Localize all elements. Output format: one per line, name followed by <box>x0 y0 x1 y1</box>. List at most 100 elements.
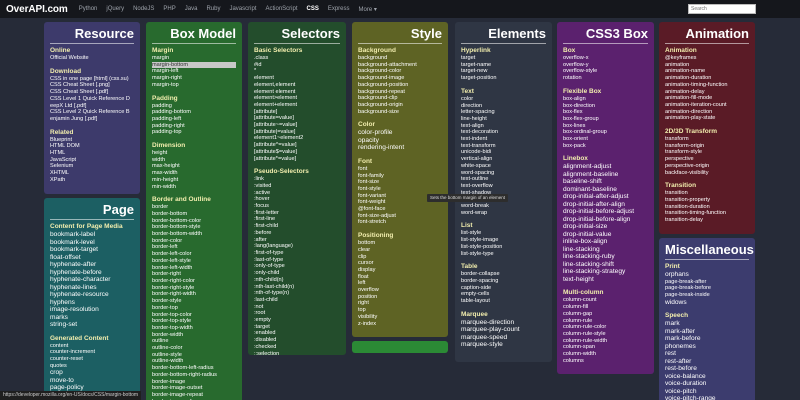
property-link[interactable]: @font-face <box>358 206 386 213</box>
property-link[interactable]: drop-initial-after-align <box>563 200 625 208</box>
property-link[interactable]: marquee-speed <box>461 333 508 341</box>
property-link[interactable]: margin-top <box>152 81 179 88</box>
property-link[interactable]: enjamin Jung [.pdf] <box>50 115 98 122</box>
property-link[interactable]: phonemes <box>665 342 696 350</box>
property-link[interactable]: column-gap <box>563 310 593 317</box>
property-link[interactable]: animation-delay <box>665 88 705 95</box>
property-link[interactable]: eepX Ltd [.pdf] <box>50 102 87 109</box>
property-link[interactable]: box-lines <box>563 122 586 129</box>
property-link[interactable]: :not <box>254 303 264 310</box>
property-link[interactable]: :last-of-type <box>254 256 284 263</box>
property-link[interactable]: border-width <box>152 331 184 338</box>
property-link[interactable]: marquee-style <box>461 341 503 349</box>
property-link[interactable]: border-bottom-width <box>152 231 203 238</box>
property-link[interactable]: mark-before <box>665 335 701 343</box>
property-link[interactable]: word-break <box>461 203 489 210</box>
property-link[interactable]: hyphenate-after <box>50 261 97 268</box>
property-link[interactable]: border-right-width <box>152 291 196 298</box>
property-link[interactable]: alignment-adjust <box>563 163 612 171</box>
property-link[interactable]: font-style <box>358 185 381 192</box>
property-link[interactable]: [attribute] <box>254 108 278 115</box>
property-link[interactable]: border-left-width <box>152 264 193 271</box>
property-link[interactable]: Blueprint <box>50 136 73 143</box>
property-link[interactable]: drop-initial-before-align <box>563 215 631 223</box>
property-link[interactable]: perspective-origin <box>665 162 710 169</box>
property-link[interactable]: image-resolution <box>50 306 99 313</box>
property-link[interactable]: XHTML <box>50 170 69 177</box>
property-link[interactable]: box-flex <box>563 109 583 116</box>
property-link[interactable]: font-size <box>358 179 380 186</box>
nav-item-php[interactable]: PHP <box>163 5 176 12</box>
property-link[interactable]: list-style-position <box>461 243 503 250</box>
property-link[interactable]: max-height <box>152 163 180 170</box>
property-link[interactable]: XPath <box>50 176 66 183</box>
property-link[interactable]: hyphenate-resource <box>50 291 109 298</box>
property-link[interactable]: border-right-style <box>152 284 195 291</box>
property-link[interactable]: overflow-style <box>563 68 598 75</box>
property-link[interactable]: @keyframes <box>665 55 697 61</box>
property-link[interactable]: voice-pitch <box>665 387 697 395</box>
property-link[interactable]: counter-reset <box>50 355 83 362</box>
property-link[interactable]: page-policy <box>50 384 84 392</box>
property-link[interactable]: font-variant <box>358 192 386 199</box>
property-link[interactable]: border-right <box>152 271 181 278</box>
property-link[interactable]: text-indent <box>461 136 488 143</box>
property-link[interactable]: CSS Cheat Sheet [.png] <box>50 82 110 89</box>
nav-item-express[interactable]: Express <box>327 5 350 12</box>
property-link[interactable]: CSS Level 2 Quick Reference B <box>50 109 130 116</box>
property-link[interactable]: target-new <box>461 68 488 75</box>
property-link[interactable]: table-layout <box>461 298 490 305</box>
property-link[interactable]: column-rule-style <box>563 330 606 337</box>
property-link[interactable]: min-height <box>152 176 179 183</box>
property-link[interactable]: vertical-align <box>461 156 493 163</box>
property-link[interactable]: font-weight <box>358 199 386 206</box>
property-link[interactable]: transform-origin <box>665 142 705 149</box>
property-link[interactable]: opacity <box>358 136 379 144</box>
property-link[interactable]: :first-of-type <box>254 249 284 256</box>
property-link[interactable]: hyphenate-character <box>50 276 111 283</box>
property-link[interactable]: text-transform <box>461 142 496 149</box>
nav-item-javascript[interactable]: Javascript <box>229 5 257 12</box>
property-link[interactable]: background-attachment <box>358 61 417 68</box>
property-link[interactable]: content <box>50 342 69 349</box>
property-link[interactable]: top <box>358 307 366 314</box>
property-link[interactable]: :last-child <box>254 296 278 303</box>
property-link[interactable]: border-image <box>152 378 186 385</box>
property-link[interactable]: :nth-last-child(n) <box>254 283 295 290</box>
property-link[interactable]: border-image-repeat <box>152 391 203 398</box>
property-link[interactable]: outline-color <box>152 345 183 352</box>
property-link[interactable]: width <box>152 156 166 163</box>
property-link[interactable]: .class <box>254 55 269 61</box>
property-link[interactable]: drop-initial-size <box>563 223 608 231</box>
property-link[interactable]: crop <box>50 369 63 377</box>
property-link[interactable]: z-index <box>358 320 377 327</box>
nav-item-python[interactable]: Python <box>78 5 98 12</box>
property-link[interactable]: border-image-outset <box>152 385 203 392</box>
property-link[interactable]: transform <box>665 136 689 143</box>
property-link[interactable]: box-align <box>563 95 586 102</box>
property-link[interactable]: :active <box>254 189 271 196</box>
property-link[interactable]: column-rule <box>563 317 593 324</box>
property-link[interactable]: outline <box>152 338 169 345</box>
property-link[interactable]: display <box>358 266 376 273</box>
property-link[interactable]: rest <box>665 350 676 358</box>
nav-item-more[interactable]: More ▾ <box>358 6 377 13</box>
property-link[interactable]: alignment-baseline <box>563 170 619 178</box>
property-link[interactable]: transition <box>665 190 688 197</box>
property-link[interactable]: height <box>152 150 168 157</box>
property-link[interactable]: drop-initial-value <box>563 230 612 238</box>
property-link[interactable]: rotation <box>563 75 582 82</box>
property-link[interactable]: [attribute$=value] <box>254 148 298 155</box>
property-link[interactable]: hyphenate-before <box>50 268 102 276</box>
property-link[interactable]: font-family <box>358 172 384 179</box>
nav-item-nodejs[interactable]: NodeJS <box>133 5 155 12</box>
property-link[interactable]: quotes <box>50 362 67 369</box>
property-link[interactable]: white-space <box>461 162 491 169</box>
nav-item-ruby[interactable]: Ruby <box>206 5 221 12</box>
property-link[interactable]: columns <box>563 357 584 364</box>
property-link[interactable]: position <box>358 293 378 300</box>
property-link[interactable]: border-top-style <box>152 318 192 325</box>
property-link[interactable]: * <box>254 68 257 75</box>
property-link[interactable]: line-stacking <box>563 245 600 253</box>
property-link[interactable]: background-position <box>358 81 409 88</box>
